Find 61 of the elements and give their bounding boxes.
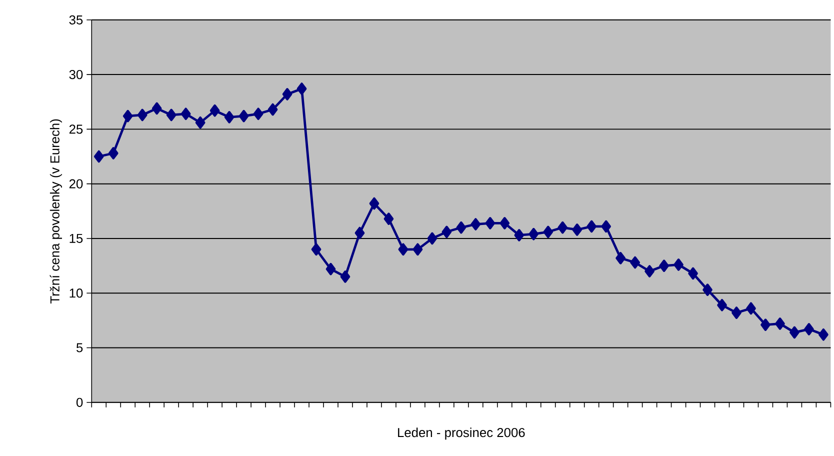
point: [369, 197, 380, 210]
point: [152, 102, 162, 114]
point: [354, 226, 365, 240]
point: [674, 258, 684, 271]
point: [296, 82, 307, 95]
point: [514, 228, 524, 242]
point: [485, 216, 496, 230]
point: [500, 216, 510, 230]
point: [137, 108, 148, 122]
point: [659, 260, 669, 272]
point: [630, 256, 640, 269]
point: [427, 232, 438, 245]
point: [558, 221, 568, 234]
point: [746, 302, 756, 314]
point: [688, 267, 698, 280]
point: [412, 243, 423, 256]
point: [398, 243, 408, 256]
point: [775, 317, 785, 330]
point: [442, 226, 452, 238]
point: [195, 116, 206, 129]
point: [470, 218, 481, 230]
point: [732, 306, 742, 319]
point: [818, 328, 828, 341]
point: [804, 322, 814, 336]
point: [94, 150, 104, 163]
point: [760, 318, 770, 331]
point: [253, 108, 264, 120]
y-tick-label: 0: [76, 398, 83, 407]
point: [717, 298, 727, 312]
point: [601, 220, 611, 233]
y-tick-label: 25: [69, 124, 83, 134]
point: [326, 262, 336, 276]
y-tick-label: 5: [76, 343, 83, 352]
point: [166, 108, 176, 122]
point: [384, 212, 394, 225]
y-tick-label: 20: [69, 179, 83, 188]
y-tick-label: 15: [70, 234, 83, 243]
point: [282, 88, 292, 100]
y-axis-title: Tržní cena povolenky (v Eurech): [50, 119, 62, 304]
point: [528, 228, 539, 240]
point: [702, 284, 712, 296]
y-tick-label: 35: [69, 15, 83, 24]
point: [311, 243, 322, 256]
point: [572, 223, 582, 236]
point: [456, 221, 466, 234]
point: [616, 252, 626, 264]
point: [122, 110, 133, 122]
point: [180, 108, 191, 120]
point: [586, 220, 597, 233]
point: [210, 104, 220, 117]
point: [340, 270, 350, 283]
point: [644, 265, 654, 278]
point: [268, 103, 278, 116]
point: [790, 326, 800, 339]
y-tick-label: 30: [69, 70, 83, 80]
x-axis-title: Leden - prosinec 2006: [398, 428, 525, 440]
point: [238, 110, 249, 122]
y-tick-label: 10: [70, 288, 83, 298]
point: [543, 226, 554, 238]
point: [224, 110, 234, 124]
point: [108, 146, 118, 160]
